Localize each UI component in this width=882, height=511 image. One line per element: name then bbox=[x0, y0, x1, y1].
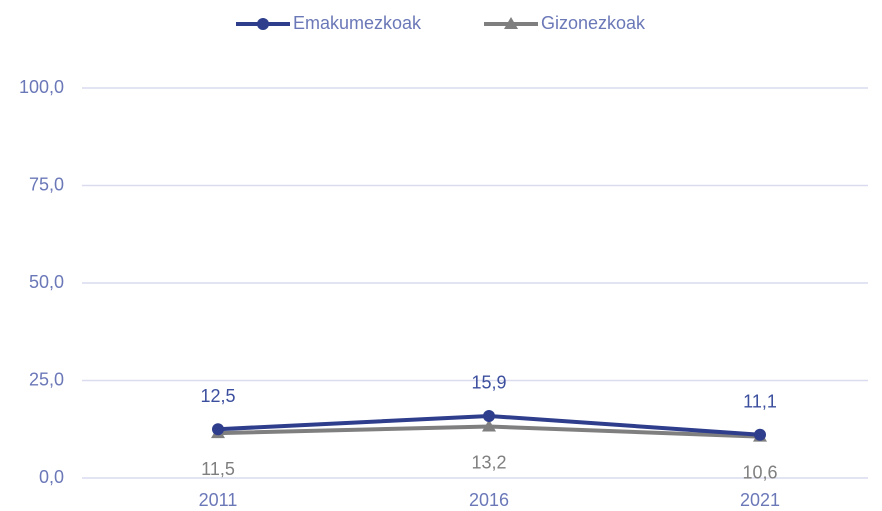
data-label: 12,5 bbox=[200, 386, 235, 406]
legend-marker bbox=[257, 18, 269, 30]
legend-label: Gizonezkoak bbox=[541, 13, 646, 33]
x-tick-label: 2016 bbox=[469, 490, 509, 510]
data-point bbox=[754, 428, 766, 441]
data-label: 11,5 bbox=[201, 459, 235, 479]
x-tick-label: 2011 bbox=[199, 490, 238, 510]
data-point bbox=[482, 419, 496, 432]
y-tick-label: 25,0 bbox=[29, 369, 64, 389]
data-point bbox=[212, 423, 224, 436]
x-tick-label: 2021 bbox=[740, 490, 780, 510]
data-label: 10,6 bbox=[742, 462, 777, 482]
data-point bbox=[483, 409, 495, 422]
y-tick-label: 100,0 bbox=[19, 77, 64, 97]
y-tick-label: 0,0 bbox=[39, 467, 64, 487]
data-label: 15,9 bbox=[471, 373, 506, 393]
data-label: 13,2 bbox=[471, 452, 506, 472]
legend-marker bbox=[504, 17, 518, 29]
y-tick-label: 50,0 bbox=[29, 272, 64, 292]
y-tick-label: 75,0 bbox=[29, 174, 64, 194]
legend-label: Emakumezkoak bbox=[293, 13, 422, 33]
data-label: 11,1 bbox=[743, 391, 777, 411]
